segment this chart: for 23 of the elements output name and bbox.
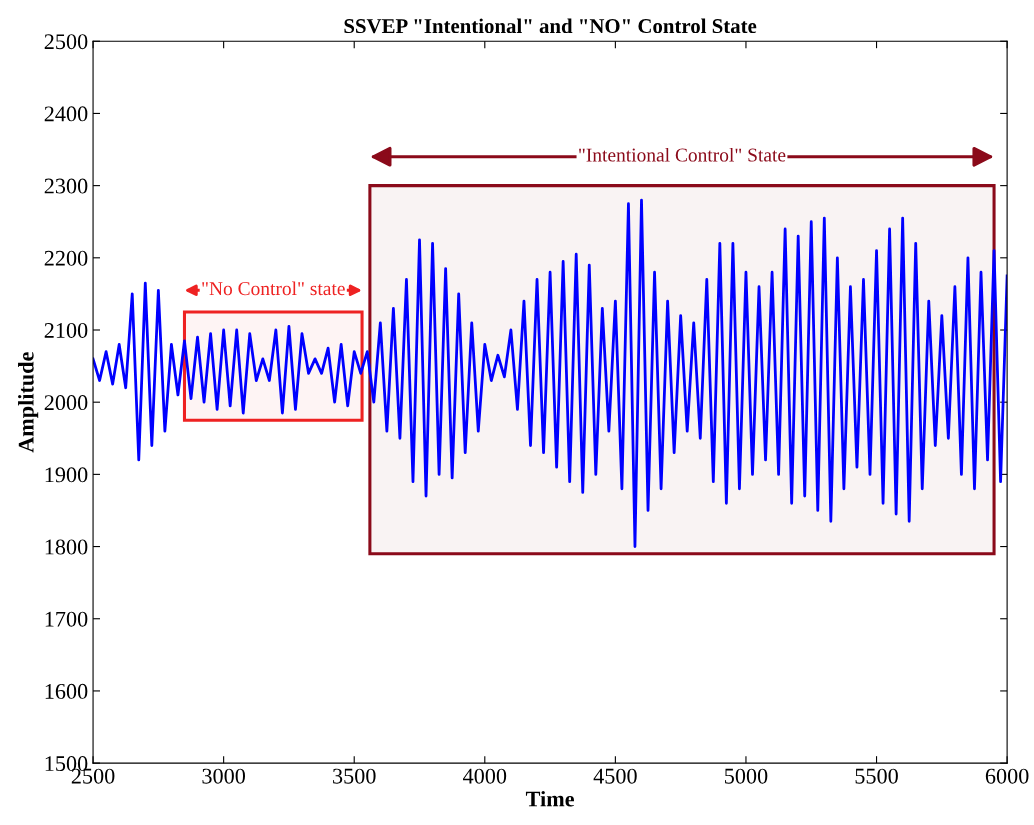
x-tick-label: 5500 (855, 768, 898, 784)
y-tick-label: 2200 (44, 250, 88, 266)
chart-title: SSVEP "Intentional" and "NO" Control State (344, 18, 757, 34)
y-tick-label: 2400 (44, 106, 88, 122)
y-tick-label: 1900 (45, 467, 88, 483)
y-tick-label: 2000 (44, 395, 88, 411)
x-tick-label: 6000 (985, 768, 1029, 784)
x-tick-label: 4000 (463, 768, 507, 784)
y-tick-label: 2500 (44, 34, 88, 50)
line-series (93, 198, 1008, 548)
y-axis-title: Amplitude (18, 352, 39, 453)
x-tick-label: 3500 (333, 768, 376, 784)
legend-label: "No Control" state (202, 281, 345, 296)
y-tick-label: 1600 (45, 683, 88, 699)
y-tick-label: 2300 (44, 178, 88, 194)
x-axis-title: Time (525, 790, 574, 807)
x-tick-label: 5000 (725, 768, 768, 784)
x-tick-label: 4500 (593, 768, 637, 784)
y-tick-label: 1700 (45, 611, 88, 627)
band-label: "Intentional Control" State (579, 147, 786, 162)
x-tick-label: 3000 (202, 768, 246, 784)
y-tick-label: 2100 (44, 322, 88, 338)
y-tick-label: 1800 (45, 539, 88, 555)
